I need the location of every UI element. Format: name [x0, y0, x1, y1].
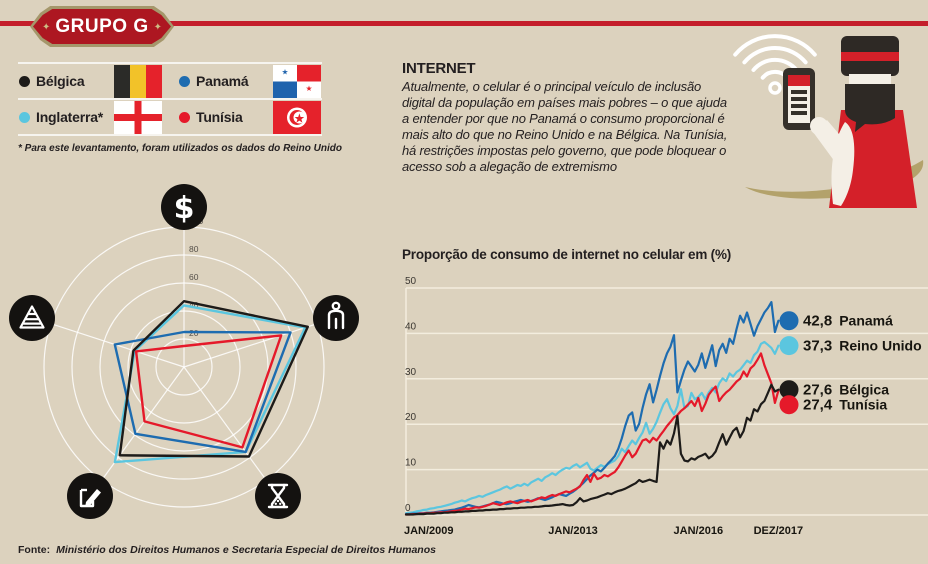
radar-spoke — [183, 323, 318, 368]
end-dot-panam- — [779, 311, 799, 331]
flag-tunisia — [273, 101, 321, 134]
radar-spoke — [101, 366, 185, 481]
y-tick-label: 40 — [405, 321, 417, 332]
internet-section-title: INTERNET — [402, 60, 476, 77]
radar-tick-label: 80 — [189, 244, 199, 254]
y-tick-label: 30 — [405, 367, 417, 378]
x-tick-label: DEZ/2017 — [754, 525, 804, 537]
source-text: Ministério dos Direitos Humanos e Secret… — [56, 544, 436, 556]
line-chart-title: Proporção de consumo de internet no celu… — [402, 247, 732, 262]
beefeater-figure — [829, 36, 917, 208]
end-label: 27,6 Bélgica — [803, 382, 889, 399]
legend-dot-belgica — [19, 76, 30, 87]
end-dot-b-lgica — [779, 380, 799, 400]
legend-label-panama: Panamá — [196, 73, 249, 89]
radar-chart: 20406080100 — [43, 216, 325, 508]
radar-tick-label: 40 — [189, 300, 199, 310]
legend-label-tunisia: Tunísia — [196, 109, 243, 125]
legend-dot-inglaterra — [19, 112, 30, 123]
legend-divider — [18, 62, 322, 64]
smartphone-icon — [783, 68, 815, 130]
end-dot-tun-sia — [779, 395, 799, 415]
legend-dot-panama — [179, 76, 190, 87]
end-label: 37,3 Reino Unido — [803, 338, 922, 355]
radar-spoke — [50, 323, 185, 368]
header-red-line — [0, 21, 928, 26]
radar-series-tun-sia — [134, 334, 283, 449]
group-badge-label: GRUPO G — [55, 15, 149, 37]
hourglass-icon — [255, 473, 301, 519]
internet-section-body: Atualmente, o celular é o principal veíc… — [402, 79, 728, 174]
radar-spoke — [183, 366, 267, 481]
legend-divider — [18, 98, 322, 100]
sparkle-icon: ✦ — [153, 22, 162, 33]
x-tick-label: JAN/2016 — [674, 525, 724, 537]
legend-divider — [18, 134, 322, 136]
flag-england — [114, 101, 162, 134]
sparkle-icon: ✦ — [42, 22, 51, 33]
y-tick-label: 50 — [405, 276, 417, 287]
x-tick-label: JAN/2013 — [548, 525, 598, 537]
beefeater-illustration — [733, 34, 924, 208]
person-icon — [313, 295, 359, 341]
flag-panama — [273, 65, 321, 98]
line-series-reino-unido — [404, 340, 780, 515]
radar-tick-label: 60 — [189, 272, 199, 282]
wifi-icon — [733, 34, 817, 95]
dollar-icon: $ — [161, 184, 207, 230]
end-label: 27,4 Tunísia — [803, 397, 887, 414]
legend-footnote: * Para este levantamento, foram utilizad… — [18, 143, 342, 154]
radar-series-b-lgica — [118, 299, 309, 458]
source-line: Fonte: Ministério dos Direitos Humanos e … — [18, 544, 436, 556]
end-dot-reino-unido — [779, 336, 799, 356]
y-tick-label: 20 — [405, 412, 417, 423]
y-tick-label: 10 — [405, 458, 417, 469]
flag-belgium — [114, 65, 162, 98]
legend-label-inglaterra: Inglaterra* — [36, 109, 104, 125]
x-tick-label: JAN/2009 — [404, 525, 454, 537]
source-label: Fonte: — [18, 544, 51, 556]
line-series-panam- — [404, 300, 780, 516]
pencil-icon — [67, 473, 113, 519]
group-badge: ✦ GRUPO G ✦ — [30, 6, 174, 47]
line-chart: 0 10 20 30 40 50 JAN/2009 JAN/2013 JAN/2016 DEZ/2… — [404, 276, 928, 537]
legend-label-belgica: Bélgica — [36, 73, 85, 89]
y-tick-label: 0 — [405, 503, 411, 514]
legend-dot-tunisia — [179, 112, 190, 123]
line-series-b-lgica — [404, 383, 780, 516]
svg-text:$: $ — [174, 191, 195, 226]
end-label: 42,8 Panamá — [803, 313, 893, 330]
pyramid-icon — [9, 295, 55, 341]
line-series-tun-sia — [404, 352, 780, 516]
hand — [810, 117, 851, 162]
radar-series-panam- — [113, 330, 292, 454]
